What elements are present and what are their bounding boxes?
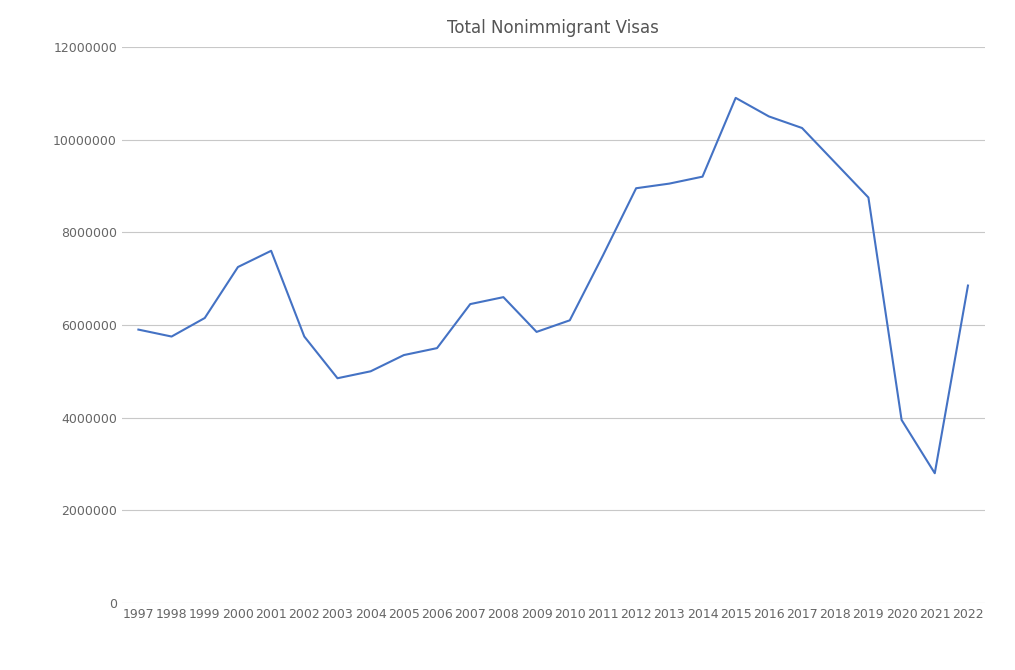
Title: Total Nonimmigrant Visas: Total Nonimmigrant Visas	[448, 19, 659, 37]
